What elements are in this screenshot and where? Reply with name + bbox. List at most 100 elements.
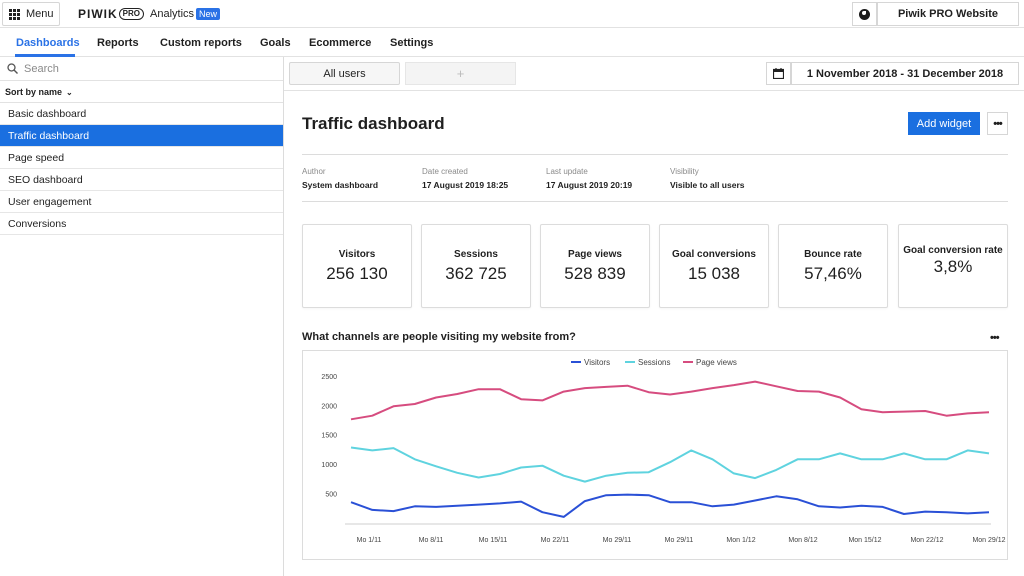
calendar-icon <box>773 68 784 79</box>
line-chart: Visitors Sessions Page views 500 1000 1500 200… <box>302 350 1008 560</box>
x-tick-label: Mo 29/11 <box>603 537 632 544</box>
x-tick-label: Mo 1/11 <box>357 537 382 544</box>
calendar-button[interactable] <box>766 62 791 85</box>
chart-more-button[interactable]: ••• <box>990 332 1000 344</box>
tab-custom-reports[interactable]: Custom reports <box>160 37 242 49</box>
sidebar-item-user-engagement[interactable]: User engagement <box>0 191 283 213</box>
divider <box>284 90 1024 91</box>
kpi-value: 256 130 <box>326 264 388 283</box>
x-tick-label: Mon 1/12 <box>726 537 755 544</box>
legend-item-sessions[interactable]: Sessions <box>625 358 670 367</box>
tab-dashboards[interactable]: Dashboards <box>16 37 80 49</box>
meta-key: Author <box>302 167 326 176</box>
x-tick-label: Mo 29/11 <box>665 537 694 544</box>
series-line-visitors[interactable] <box>350 493 990 518</box>
menu-label: Menu <box>26 8 54 20</box>
meta-value: Visible to all users <box>670 180 745 190</box>
meta-date-created: Date created 17 August 2019 18:25 <box>422 167 508 190</box>
y-tick-label: 2500 <box>321 374 337 381</box>
y-tick-label: 2000 <box>321 403 337 410</box>
legend-label: Sessions <box>638 358 670 367</box>
chevron-down-icon: ⌄ <box>66 88 73 97</box>
meta-value: 17 August 2019 20:19 <box>546 180 633 190</box>
sidebar-item-basic-dashboard[interactable]: Basic dashboard <box>0 103 283 125</box>
y-tick-label: 1000 <box>321 462 337 469</box>
sidebar-item-seo-dashboard[interactable]: SEO dashboard <box>0 169 283 191</box>
y-tick-label: 1500 <box>321 433 337 440</box>
kpi-label: Sessions <box>454 249 498 260</box>
x-tick-label: Mo 22/11 <box>541 537 570 544</box>
meta-visibility: Visibility Visible to all users <box>670 167 745 190</box>
legend-item-page-views[interactable]: Page views <box>683 358 737 367</box>
logo-text: PIWIK <box>78 7 118 21</box>
dashboard-more-button[interactable]: ••• <box>987 112 1008 135</box>
kpi-label: Goal conversion rate <box>903 245 1003 256</box>
segment-tab-all-users[interactable]: All users <box>289 62 400 85</box>
add-segment-button[interactable]: + <box>405 62 516 85</box>
kpi-value: 528 839 <box>564 264 626 283</box>
grid-icon <box>9 8 20 20</box>
kpi-card-bounce-rate[interactable]: Bounce rate 57,46% <box>778 224 888 308</box>
tab-reports[interactable]: Reports <box>97 37 139 49</box>
tab-ecommerce[interactable]: Ecommerce <box>309 37 372 49</box>
kpi-value: 57,46% <box>804 264 862 283</box>
search-bar <box>0 57 283 81</box>
sort-dropdown[interactable]: Sort by name ⌄ <box>0 81 283 103</box>
kpi-label: Goal conversions <box>672 249 756 260</box>
kpi-label: Bounce rate <box>804 249 862 260</box>
kpi-card-page-views[interactable]: Page views 528 839 <box>540 224 650 308</box>
date-range-picker[interactable]: 1 November 2018 - 31 December 2018 <box>791 62 1019 85</box>
meta-key: Date created <box>422 167 468 176</box>
x-tick-label: Mon 22/12 <box>910 537 943 544</box>
kpi-value: 362 725 <box>445 264 507 283</box>
kpi-card-sessions[interactable]: Sessions 362 725 <box>421 224 531 308</box>
new-badge: New <box>196 8 221 20</box>
y-tick-label: 500 <box>325 492 337 499</box>
chart-widget-title: What channels are people visiting my web… <box>302 331 576 343</box>
page-title: Traffic dashboard <box>302 114 445 133</box>
main-nav: Dashboards Reports Custom reports Goals … <box>0 28 1024 57</box>
sidebar-item-page-speed[interactable]: Page speed <box>0 147 283 169</box>
menu-button[interactable]: Menu <box>2 2 60 26</box>
globe-icon <box>859 8 870 20</box>
search-icon <box>7 63 18 74</box>
kpi-card-visitors[interactable]: Visitors 256 130 <box>302 224 412 308</box>
add-widget-button[interactable]: Add widget <box>908 112 980 135</box>
x-tick-label: Mon 8/12 <box>788 537 817 544</box>
kpi-label: Visitors <box>338 249 376 260</box>
meta-key: Visibility <box>670 167 699 176</box>
divider <box>302 201 1008 202</box>
tab-goals[interactable]: Goals <box>260 37 291 49</box>
series-line-page-views[interactable] <box>350 380 990 421</box>
x-tick-label: Mo 8/11 <box>419 537 444 544</box>
piwik-pro-logo[interactable]: PIWIK PRO <box>78 7 145 21</box>
sidebar-item-conversions[interactable]: Conversions <box>0 213 283 235</box>
website-icon-button[interactable] <box>852 2 877 26</box>
legend-label: Page views <box>696 358 737 367</box>
kpi-card-goal-conversion-rate[interactable]: Goal conversion rate 3,8% <box>898 224 1008 308</box>
kpi-value: 15 038 <box>688 264 740 283</box>
meta-value: System dashboard <box>302 180 379 190</box>
app-name: Analytics <box>150 8 195 20</box>
website-selector[interactable]: Piwik PRO Website <box>877 2 1019 26</box>
x-tick-label: Mo 15/11 <box>479 537 508 544</box>
x-tick-label: Mon 29/12 <box>972 537 1005 544</box>
dashboard-sidebar: Sort by name⌄ Basic dashboard Traffic da… <box>0 57 284 576</box>
meta-key: Last update <box>546 167 588 176</box>
series-line-sessions[interactable] <box>350 446 990 483</box>
meta-last-update: Last update 17 August 2019 20:19 <box>546 167 632 190</box>
kpi-label: Page views <box>568 249 622 260</box>
search-input[interactable] <box>24 62 264 75</box>
kpi-value: 3,8% <box>933 257 973 276</box>
tab-settings[interactable]: Settings <box>390 37 434 49</box>
meta-value: 17 August 2019 18:25 <box>422 180 509 190</box>
active-tab-indicator <box>15 54 75 57</box>
legend-item-visitors[interactable]: Visitors <box>571 358 610 367</box>
logo-pro: PRO <box>118 8 145 20</box>
x-tick-label: Mon 15/12 <box>848 537 881 544</box>
meta-author: Author System dashboard <box>302 167 378 190</box>
sidebar-item-traffic-dashboard[interactable]: Traffic dashboard <box>0 125 283 147</box>
sort-label: Sort by name <box>5 87 63 97</box>
legend-label: Visitors <box>584 358 610 367</box>
kpi-card-goal-conversions[interactable]: Goal conversions 15 038 <box>659 224 769 308</box>
